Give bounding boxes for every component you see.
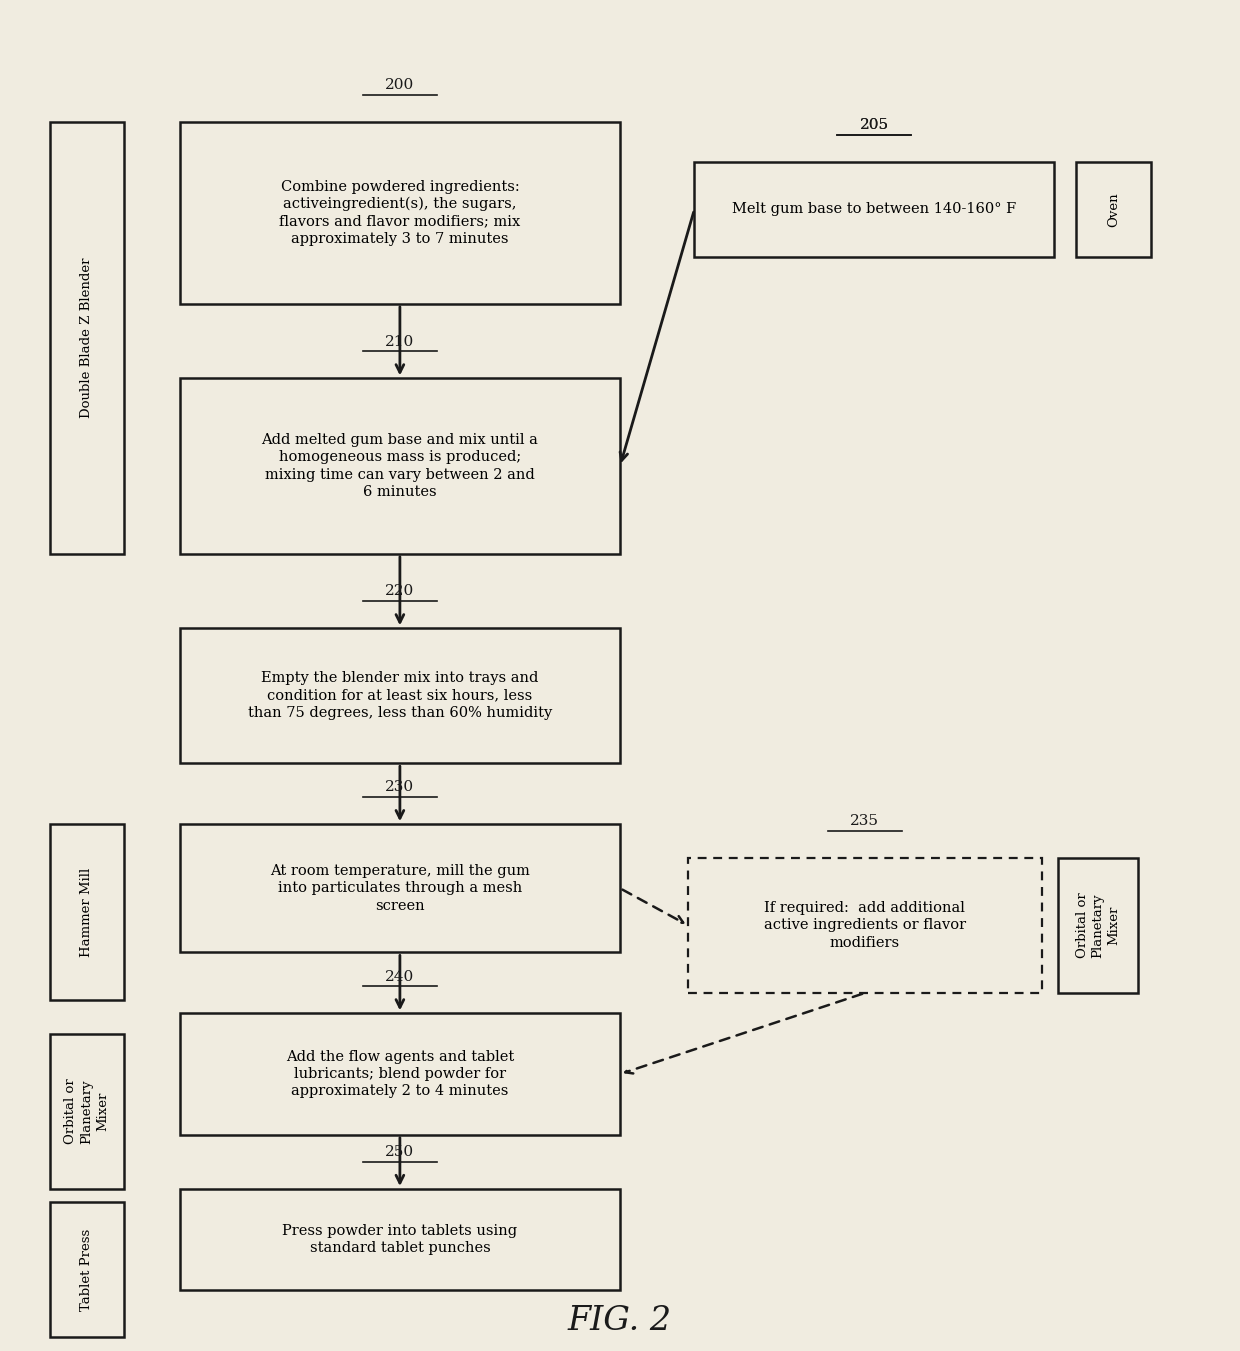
Text: 205: 205 — [859, 119, 889, 132]
Text: 235: 235 — [851, 815, 879, 828]
Text: 230: 230 — [386, 781, 414, 794]
Text: FIG. 2: FIG. 2 — [568, 1305, 672, 1337]
Text: 210: 210 — [386, 335, 414, 349]
Text: Empty the blender mix into trays and
condition for at least six hours, less
than: Empty the blender mix into trays and con… — [248, 671, 552, 720]
Bar — [694, 162, 1054, 257]
Bar — [180, 824, 620, 952]
Text: Add melted gum base and mix until a
homogeneous mass is produced;
mixing time ca: Add melted gum base and mix until a homo… — [262, 434, 538, 499]
Bar — [180, 628, 620, 763]
Text: Double Blade Z Blender: Double Blade Z Blender — [81, 258, 93, 417]
Bar — [180, 1189, 620, 1290]
Text: Orbital or
Planetary
Mixer: Orbital or Planetary Mixer — [64, 1078, 109, 1144]
Text: Tablet Press: Tablet Press — [81, 1229, 93, 1310]
Text: Hammer Mill: Hammer Mill — [81, 867, 93, 957]
Text: Combine powdered ingredients:
activeingredient(s), the sugars,
flavors and flavo: Combine powdered ingredients: activeingr… — [279, 180, 521, 246]
Text: 240: 240 — [386, 970, 414, 984]
Bar — [1076, 162, 1151, 257]
Text: 200: 200 — [386, 78, 414, 92]
Bar — [50, 122, 124, 554]
Text: If required:  add additional
active ingredients or flavor
modifiers: If required: add additional active ingre… — [764, 901, 966, 950]
Bar — [50, 824, 124, 1000]
Bar — [180, 122, 620, 304]
Bar — [688, 858, 1042, 993]
Text: Oven: Oven — [1107, 192, 1120, 227]
Bar — [1058, 858, 1138, 993]
Bar — [50, 1202, 124, 1337]
Text: Melt gum base to between 140-160° F: Melt gum base to between 140-160° F — [732, 203, 1017, 216]
Text: 220: 220 — [386, 585, 414, 598]
Text: Orbital or
Planetary
Mixer: Orbital or Planetary Mixer — [1075, 893, 1121, 958]
Text: 205: 205 — [859, 119, 889, 132]
Bar — [180, 1013, 620, 1135]
Text: At room temperature, mill the gum
into particulates through a mesh
screen: At room temperature, mill the gum into p… — [270, 865, 529, 912]
Text: 250: 250 — [386, 1146, 414, 1159]
Bar — [50, 1034, 124, 1189]
Bar — [180, 378, 620, 554]
Text: Add the flow agents and tablet
lubricants; blend powder for
approximately 2 to 4: Add the flow agents and tablet lubricant… — [285, 1050, 515, 1098]
Text: Press powder into tablets using
standard tablet punches: Press powder into tablets using standard… — [283, 1224, 517, 1255]
